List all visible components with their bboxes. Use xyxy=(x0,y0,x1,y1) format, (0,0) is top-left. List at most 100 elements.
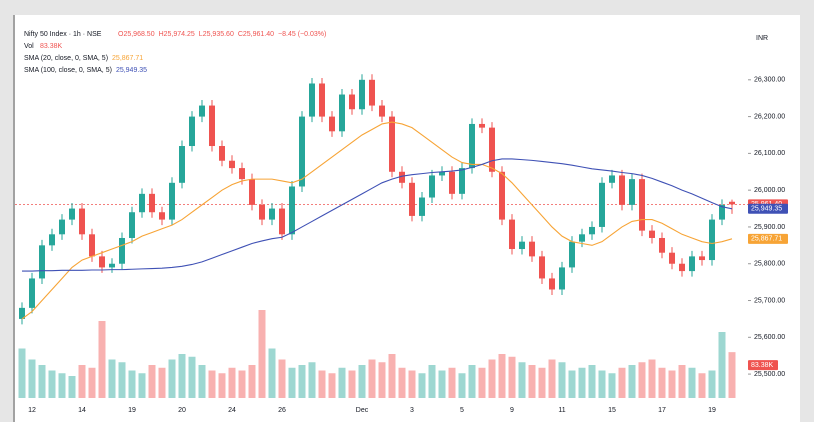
x-tick-label: 11 xyxy=(558,407,565,414)
candle-body xyxy=(359,79,365,110)
x-tick-label: 3 xyxy=(410,407,414,414)
volume-bar xyxy=(148,365,156,398)
currency: INR xyxy=(756,35,768,42)
sma-line xyxy=(21,121,733,320)
candle-body xyxy=(69,208,75,220)
candle-body xyxy=(259,204,265,220)
volume-bar xyxy=(408,370,416,398)
y-tick-label: 26,100.00 xyxy=(754,150,785,157)
y-tick-label: 25,700.00 xyxy=(754,297,785,304)
candle-body xyxy=(29,278,35,308)
volume-bar xyxy=(348,370,356,398)
candle-body xyxy=(379,105,385,117)
series-legend: SMA (20, close, 0, SMA, 5) xyxy=(24,55,108,62)
candle-body xyxy=(499,171,505,220)
volume-bar xyxy=(488,359,496,398)
candle-body xyxy=(689,256,695,272)
volume-bar xyxy=(508,356,516,398)
volume-bar xyxy=(628,365,636,398)
volume-bar xyxy=(38,365,46,398)
volume-bar xyxy=(398,367,406,398)
ohlc-legend: H25,974.25 xyxy=(159,31,195,38)
volume-bar xyxy=(118,362,126,398)
volume-bar xyxy=(318,370,326,398)
candle-body xyxy=(249,179,255,205)
symbol: Nifty 50 Index · 1h · NSE xyxy=(24,31,102,38)
volume-bar xyxy=(448,367,456,398)
volume-bar xyxy=(518,362,526,398)
volume-bar xyxy=(328,373,336,398)
volume-bar xyxy=(208,370,216,398)
volume-bar xyxy=(598,370,606,398)
candle-body xyxy=(339,94,345,132)
volume-bar xyxy=(388,354,396,398)
candle-body xyxy=(129,212,135,238)
candle-body xyxy=(269,208,275,220)
y-tick-label: 25,900.00 xyxy=(754,224,785,231)
candle-body xyxy=(559,267,565,290)
ohlc-legend: L25,935.60 xyxy=(199,31,234,38)
x-tick-label: 14 xyxy=(78,407,86,414)
volume-bar xyxy=(78,365,86,398)
volume-bar xyxy=(608,373,616,398)
volume-bar xyxy=(248,365,256,398)
x-tick-label: 5 xyxy=(460,407,464,414)
candle-body xyxy=(189,116,195,147)
candle-body xyxy=(669,252,675,264)
volume-bar xyxy=(558,362,566,398)
x-tick-label: 19 xyxy=(708,407,716,414)
candle-body xyxy=(529,241,535,257)
y-tick-label: 26,200.00 xyxy=(754,113,785,120)
volume-bar xyxy=(728,352,736,398)
volume-bar xyxy=(498,354,506,398)
series-legend: SMA (100, close, 0, SMA, 5) xyxy=(24,67,112,74)
volume-bar xyxy=(708,370,716,398)
volume-bar xyxy=(648,359,656,398)
volume-bar xyxy=(658,367,666,398)
volume-bar xyxy=(288,367,296,398)
candle-body xyxy=(629,179,635,205)
x-tick-label: 26 xyxy=(278,407,286,414)
candle-body xyxy=(119,237,125,264)
candle-body xyxy=(459,168,465,194)
candle-body xyxy=(199,105,205,117)
series-legend-value: 25,949.35 xyxy=(116,67,147,74)
volume-bar xyxy=(548,359,556,398)
price-tag-label: 25,949.35 xyxy=(751,206,782,213)
candle-body xyxy=(719,204,725,220)
volume-bar xyxy=(128,370,136,398)
x-tick-label: 9 xyxy=(510,407,514,414)
volume-bar xyxy=(428,365,436,398)
volume-bar xyxy=(198,365,206,398)
volume-bar xyxy=(58,373,66,398)
candle-body xyxy=(509,219,515,250)
volume-bar xyxy=(168,359,176,398)
volume-bar xyxy=(578,367,586,398)
volume-bar xyxy=(438,370,446,398)
candle-body xyxy=(599,182,605,227)
candle-body xyxy=(149,193,155,213)
candle-body xyxy=(159,212,165,220)
volume-bar xyxy=(468,365,476,398)
candle-body xyxy=(469,123,475,169)
ohlc-legend: −8.45 (−0.03%) xyxy=(278,31,326,38)
volume-bar xyxy=(378,362,386,398)
candle-body xyxy=(579,234,585,242)
candle-body xyxy=(229,160,235,169)
volume-bar xyxy=(678,365,686,398)
x-tick-label: Dec xyxy=(356,407,369,414)
candle-body xyxy=(79,208,85,235)
volume-bar xyxy=(188,356,196,398)
volume-bar xyxy=(688,367,696,398)
candle-body xyxy=(99,256,105,268)
x-tick-label: 20 xyxy=(178,407,186,414)
volume-bar xyxy=(258,310,266,398)
ohlc-legend: O25,968.50 xyxy=(118,31,155,38)
y-tick-label: 25,800.00 xyxy=(754,261,785,268)
sma-line xyxy=(22,158,733,272)
candle-body xyxy=(289,186,295,235)
candle-body xyxy=(89,234,95,257)
candle-body xyxy=(59,219,65,235)
candle-body xyxy=(649,230,655,238)
